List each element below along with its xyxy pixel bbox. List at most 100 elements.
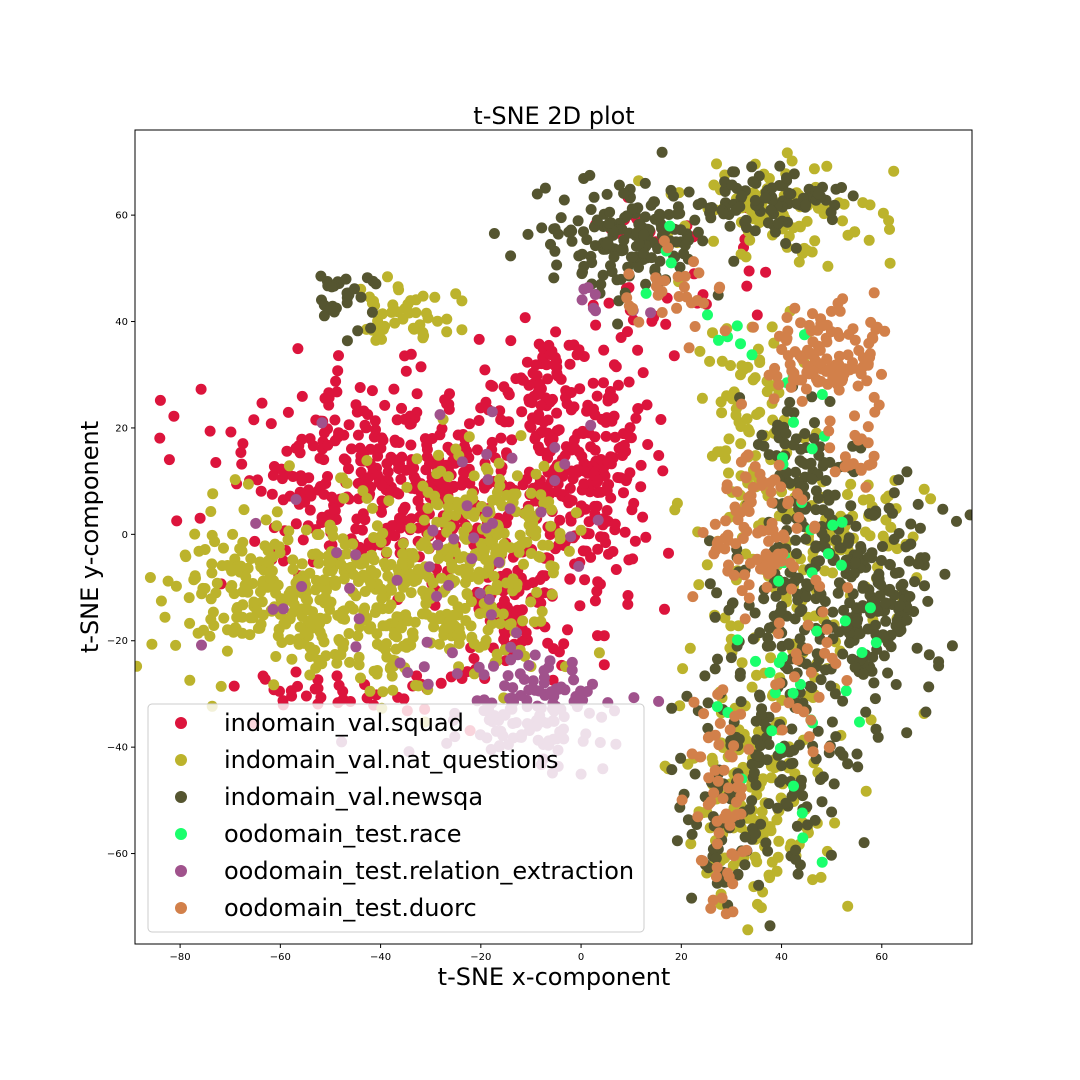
scatter-point — [711, 861, 723, 873]
scatter-point — [434, 409, 446, 421]
scatter-point — [796, 807, 808, 819]
scatter-point — [221, 645, 233, 657]
scatter-point — [853, 628, 865, 640]
scatter-point — [713, 739, 725, 751]
scatter-point — [882, 667, 894, 679]
scatter-point — [827, 606, 839, 618]
scatter-point — [367, 502, 378, 514]
scatter-point — [794, 678, 806, 690]
scatter-point — [344, 656, 356, 668]
scatter-point — [868, 391, 880, 403]
scatter-point — [514, 529, 526, 541]
scatter-point — [386, 584, 397, 596]
scatter-point — [686, 892, 698, 904]
scatter-point — [720, 445, 732, 457]
scatter-point — [507, 682, 519, 694]
scatter-point — [263, 557, 275, 569]
scatter-point — [397, 538, 409, 549]
scatter-point — [701, 559, 713, 571]
scatter-point — [394, 512, 405, 524]
scatter-point — [738, 364, 750, 376]
scatter-point — [770, 531, 782, 543]
scatter-point — [653, 450, 665, 461]
scatter-point — [564, 573, 576, 585]
scatter-point — [723, 782, 734, 794]
scatter-point — [731, 809, 743, 821]
scatter-point — [822, 378, 834, 390]
scatter-point — [380, 638, 392, 650]
scatter-point — [483, 561, 495, 573]
scatter-point — [193, 545, 205, 557]
scatter-point — [283, 525, 295, 537]
scatter-point — [391, 631, 403, 643]
scatter-point — [745, 490, 757, 501]
scatter-point — [749, 225, 761, 237]
scatter-point — [685, 297, 697, 309]
scatter-point — [300, 524, 312, 536]
scatter-point — [563, 339, 575, 351]
scatter-point — [590, 319, 602, 331]
scatter-point — [377, 686, 389, 698]
scatter-point — [237, 438, 249, 450]
x-tick-label: 0 — [578, 952, 584, 963]
scatter-point — [884, 585, 895, 597]
scatter-point — [393, 284, 405, 296]
scatter-point — [782, 663, 793, 675]
scatter-point — [851, 748, 863, 760]
scatter-point — [488, 570, 500, 582]
scatter-point — [802, 611, 814, 623]
scatter-point — [354, 382, 366, 393]
scatter-point — [852, 761, 864, 773]
scatter-point — [277, 603, 289, 615]
scatter-point — [566, 225, 578, 237]
scatter-point — [922, 595, 934, 607]
scatter-point — [763, 798, 775, 810]
scatter-point — [418, 661, 430, 673]
scatter-point — [498, 538, 510, 550]
scatter-point — [598, 377, 609, 389]
scatter-point — [592, 630, 603, 642]
scatter-point — [875, 579, 887, 591]
scatter-point — [845, 500, 857, 512]
scatter-point — [709, 611, 721, 623]
scatter-point — [937, 503, 949, 515]
scatter-point — [819, 647, 831, 659]
scatter-point — [547, 567, 559, 579]
scatter-point — [459, 602, 471, 614]
scatter-point — [443, 579, 455, 591]
scatter-point — [443, 501, 454, 513]
scatter-point — [811, 625, 823, 637]
scatter-point — [589, 289, 601, 300]
scatter-point — [516, 406, 528, 418]
scatter-point — [640, 287, 652, 299]
scatter-point — [330, 375, 342, 387]
scatter-point — [717, 793, 729, 804]
scatter-point — [545, 238, 556, 250]
scatter-point — [633, 261, 644, 273]
scatter-point — [769, 474, 781, 486]
scatter-point — [901, 466, 913, 478]
scatter-point — [326, 281, 338, 293]
scatter-point — [809, 235, 821, 247]
y-tick-label: −40 — [107, 743, 128, 754]
scatter-point — [591, 585, 603, 597]
scatter-point — [407, 627, 419, 639]
scatter-point — [883, 215, 895, 227]
scatter-point — [527, 367, 539, 379]
scatter-point — [444, 388, 455, 400]
scatter-point — [265, 418, 277, 430]
scatter-point — [909, 576, 921, 588]
scatter-point — [774, 776, 786, 788]
scatter-point — [801, 215, 813, 227]
scatter-point — [783, 495, 794, 507]
scatter-point — [338, 573, 350, 585]
scatter-point — [613, 179, 625, 191]
scatter-point — [566, 656, 578, 668]
y-tick-label: 0 — [122, 530, 128, 541]
scatter-point — [511, 627, 522, 639]
scatter-point — [287, 471, 299, 482]
scatter-point — [854, 716, 865, 728]
scatter-point — [396, 622, 407, 634]
scatter-point — [712, 653, 723, 665]
scatter-point — [602, 456, 614, 468]
